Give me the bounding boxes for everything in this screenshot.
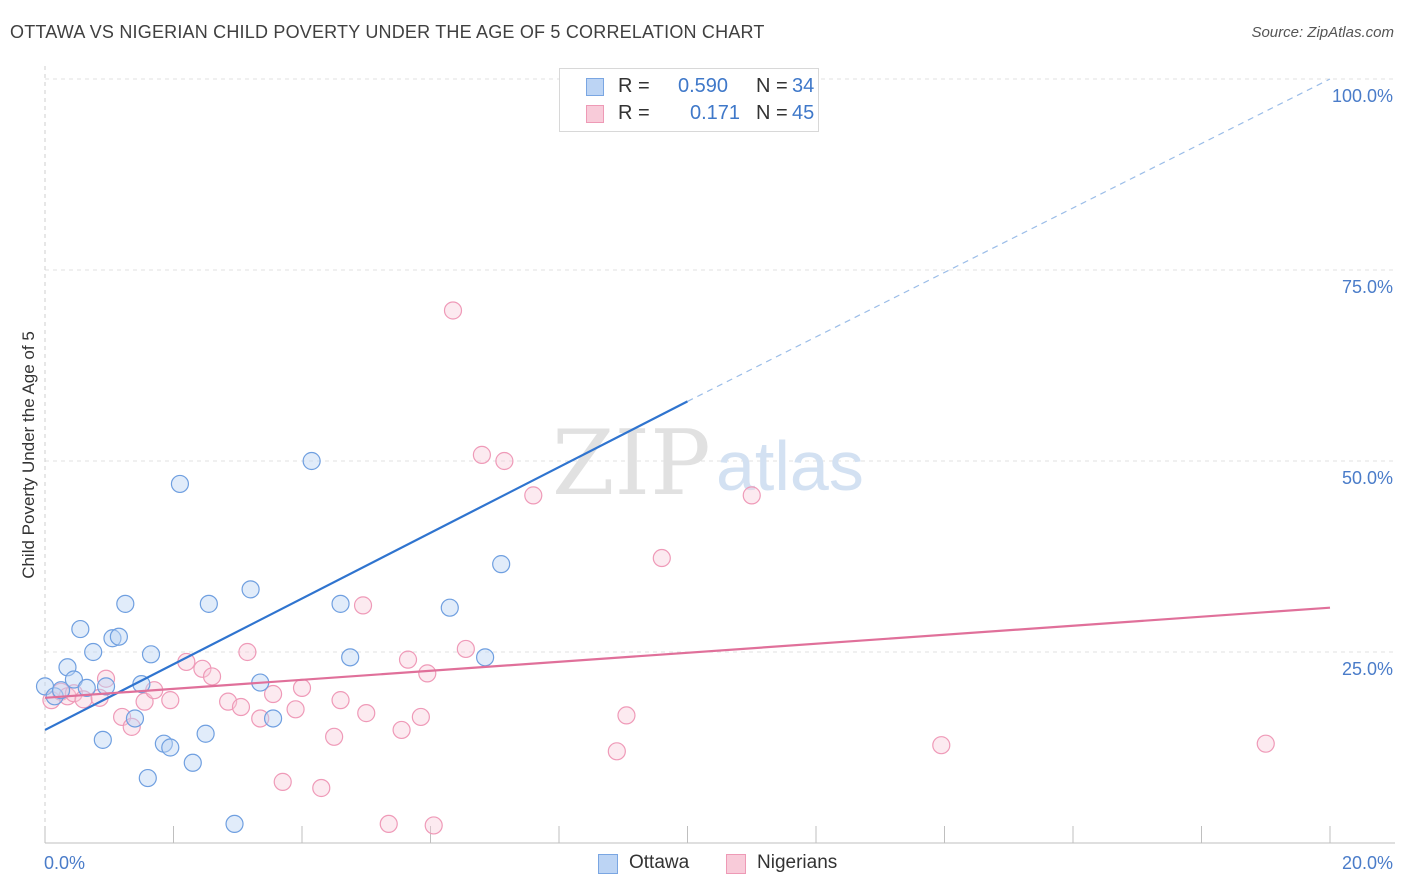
ottawa-point <box>71 619 90 639</box>
nigerians-point <box>177 652 196 672</box>
ottawa-point <box>341 648 360 667</box>
nigerians-point <box>292 678 312 698</box>
ottawa-point <box>241 580 260 599</box>
ottawa-point <box>116 594 135 613</box>
nigerians-trend-line <box>44 606 1331 699</box>
nigerians-point <box>286 700 305 719</box>
ottawa-point <box>440 598 459 617</box>
nigerians-point <box>392 720 411 740</box>
ottawa-point <box>331 594 350 613</box>
nigerians-point <box>456 639 475 659</box>
x-tick-label: 0.0% <box>44 853 85 873</box>
nigerians-point <box>357 704 376 723</box>
legend-n-value: 45 <box>792 102 815 124</box>
nigerians-point <box>652 548 671 568</box>
nigerians-point <box>325 727 344 746</box>
nigerians-point <box>96 669 116 688</box>
axes <box>44 826 1395 844</box>
legend-r-label: R = <box>618 75 650 97</box>
nigerians-point <box>379 814 398 834</box>
ottawa-point <box>51 681 71 700</box>
ottawa-point <box>84 642 103 662</box>
watermark-atlas: atlas <box>716 427 864 505</box>
ottawa-point <box>161 738 180 757</box>
nigerians-point <box>251 709 270 728</box>
source-label: Source: ZipAtlas.com <box>1251 24 1394 41</box>
nigerians-point <box>161 691 180 710</box>
nigerians-point <box>418 664 437 683</box>
ottawa-point <box>64 670 84 689</box>
watermark: ZIP atlas <box>552 411 864 516</box>
trend-lines <box>44 78 1331 731</box>
ottawa-point <box>302 451 321 471</box>
nigerians-point <box>238 642 257 662</box>
nigerians-point <box>312 778 331 798</box>
nigerians-swatch <box>726 854 746 874</box>
ottawa-point <box>196 724 215 743</box>
nigerians-point <box>495 451 514 471</box>
x-tick-labels: 0.0% 20.0% <box>44 853 1393 873</box>
ottawa-point <box>103 629 122 648</box>
nigerians-points <box>42 301 1275 835</box>
y-tick-label: 25.0% <box>1342 659 1393 679</box>
ottawa-point <box>199 594 218 613</box>
y-tick-label: 100.0% <box>1332 86 1393 106</box>
legend-n-label: N = <box>756 102 788 124</box>
nigerians-point <box>1256 734 1275 753</box>
nigerians-point <box>263 684 283 704</box>
ottawa-point <box>225 814 244 834</box>
ottawa-trend-extension <box>687 78 1331 402</box>
ottawa-point <box>109 627 128 646</box>
chart-title: OTTAWA VS NIGERIAN CHILD POVERTY UNDER T… <box>10 22 765 42</box>
nigerians-point <box>193 659 212 678</box>
nigerians-point <box>398 650 418 669</box>
nigerians-point <box>932 736 951 755</box>
nigerians-point <box>231 697 251 717</box>
ottawa-point <box>77 678 96 698</box>
legend-r-value: 0.171 <box>690 102 741 124</box>
ottawa-swatch <box>598 854 618 874</box>
y-axis-label: Child Poverty Under the Age of 5 <box>19 331 38 579</box>
nigerians-swatch <box>586 105 604 123</box>
legend-r-value: 0.590 <box>678 75 729 97</box>
ottawa-point <box>492 555 511 574</box>
ottawa-point <box>125 709 145 728</box>
nigerians-point <box>273 772 292 791</box>
y-tick-label: 50.0% <box>1342 468 1393 488</box>
nigerians-point <box>424 816 443 835</box>
ottawa-point <box>476 648 495 667</box>
y-tick-labels: 25.0% 50.0% 75.0% 100.0% <box>1332 86 1393 679</box>
legend-n-label: N = <box>756 75 788 97</box>
nigerians-point <box>353 596 373 615</box>
watermark-zip: ZIP <box>552 411 711 516</box>
nigerians-point <box>443 301 463 320</box>
nigerians-point <box>411 707 430 727</box>
nigerians-point <box>742 486 761 505</box>
ottawa-point <box>93 730 112 749</box>
y-tick-label: 75.0% <box>1342 277 1393 297</box>
nigerians-point <box>607 742 626 761</box>
legend-n-value: 34 <box>792 75 815 97</box>
ottawa-point <box>183 753 202 772</box>
nigerians-point <box>331 691 350 710</box>
nigerians-legend-label: Nigerians <box>757 852 838 873</box>
ottawa-legend-label: Ottawa <box>629 852 690 873</box>
legend-box: R = 0.590 N = 34 R = 0.171 N = 45 <box>559 68 819 132</box>
x-tick-label: 20.0% <box>1342 853 1393 873</box>
ottawa-point <box>141 645 161 664</box>
ottawa-point <box>96 677 116 696</box>
nigerians-point <box>202 667 222 686</box>
legend-r-label: R = <box>618 102 650 124</box>
ottawa-point <box>138 768 157 788</box>
ottawa-point <box>263 709 283 728</box>
nigerians-point <box>472 445 491 464</box>
ottawa-point <box>170 474 190 494</box>
ottawa-trend-line <box>44 400 689 731</box>
nigerians-point <box>617 706 636 725</box>
ottawa-swatch <box>586 78 604 96</box>
nigerians-point <box>524 486 543 505</box>
